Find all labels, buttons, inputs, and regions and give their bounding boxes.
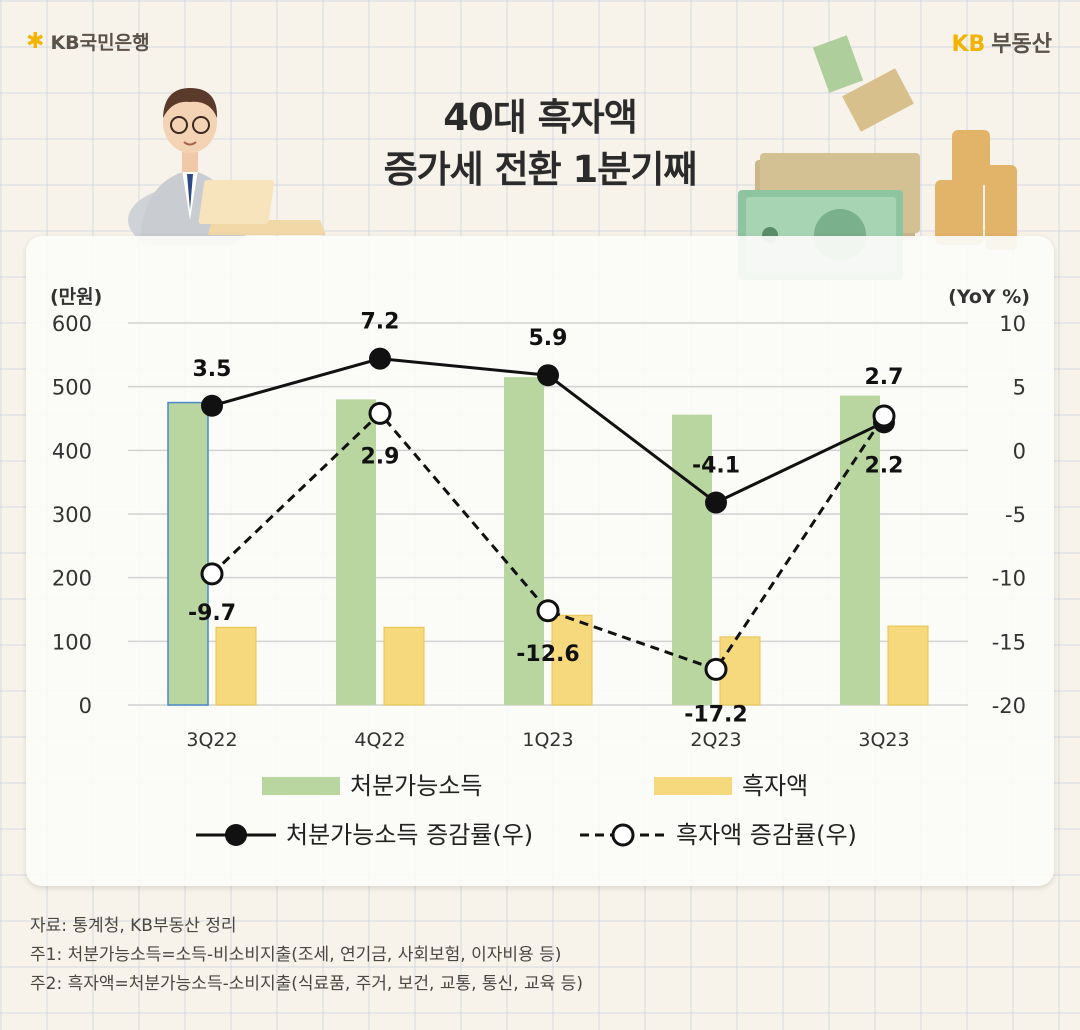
point-surplus-growth [368,401,392,425]
label-income-growth: -4.1 [692,454,740,479]
label-surplus-growth: 2.9 [361,444,400,469]
point-surplus-growth [704,657,728,681]
page-title: 40대 흑자액 증가세 전환 1분기째 [300,92,780,196]
footnote-1: 주1: 처분가능소득=소득-비소비지출(조세, 연기금, 사회보험, 이자비용 … [30,945,562,965]
line-surplus-growth [210,411,886,672]
point-surplus-growth [200,562,224,586]
y-left-tick-label: 200 [52,567,92,591]
legend-label-disposable: 처분가능소득 [350,772,482,800]
footnote-source: 자료: 통계청, KB부동산 정리 [30,916,237,936]
label-income-growth: 2.2 [865,453,904,478]
y-right-tick-label: 5 [1013,376,1026,400]
legend-label-surplus: 흑자액 [742,772,808,800]
businessman-illustration [128,88,326,245]
y-right-tick-label: -15 [992,630,1026,654]
title-line-1: 40대 흑자액 [443,96,638,139]
bar-disposable-income [504,377,544,705]
kb-star-icon: ✱ [26,29,45,54]
label-income-growth: 5.9 [529,326,568,351]
point-surplus-growth [536,599,560,623]
footnote-2: 주2: 흑자액=처분가능소득-소비지출(식료품, 주거, 보건, 교통, 통신,… [30,974,583,994]
y-left-tick-label: 0 [79,694,92,718]
bar-disposable-income [336,399,376,705]
bar-disposable-income [840,395,880,705]
label-surplus-growth: -17.2 [684,702,747,727]
y-left-tick-label: 100 [52,630,92,654]
y-left-axis-label: (만원) [50,286,102,308]
y-right-tick-label: -5 [1005,503,1026,527]
x-tick-label: 3Q22 [186,729,237,751]
legend-label-income-growth: 처분가능소득 증감률(우) [286,821,533,849]
x-tick-label: 4Q22 [354,729,405,751]
label-surplus-growth: 2.7 [865,365,904,390]
label-income-growth: 3.5 [193,357,232,382]
footnotes: 자료: 통계청, KB부동산 정리 주1: 처분가능소득=소득-비소비지출(조세… [30,912,583,999]
x-tick-label: 2Q23 [690,729,741,751]
label-surplus-growth: -9.7 [188,601,236,626]
y-right-tick-label: -20 [992,694,1026,718]
legend-label-surplus-growth: 흑자액 증감률(우) [676,821,857,849]
y-left-tick-label: 400 [52,439,92,463]
title-line-2: 증가세 전환 1분기째 [383,148,698,191]
point-income-growth [201,394,223,417]
point-income-growth [537,364,559,387]
y-left-tick-label: 600 [52,312,92,336]
brand-kb: KB [951,32,986,57]
y-left-tick-label: 300 [52,503,92,527]
legend-marker-income [225,824,247,846]
legend-swatch-surplus [654,777,732,795]
y-right-tick-label: 0 [1013,439,1026,463]
bar-disposable-income [672,414,712,705]
x-tick-label: 3Q23 [858,729,909,751]
point-income-growth [369,347,391,370]
y-right-axis-label: (YoY %) [948,286,1030,308]
kb-bank-logo: ✱ KB국민은행 [26,28,150,55]
bank-logo-text: KB국민은행 [50,32,150,54]
label-income-growth: 7.2 [361,310,400,335]
bar-surplus [551,614,593,706]
y-right-tick-label: -10 [992,567,1026,591]
x-tick-label: 1Q23 [522,729,573,751]
y-right-tick-label: 10 [999,312,1026,336]
brand-suffix: 부동산 [991,32,1052,57]
point-income-growth [705,491,727,514]
bar-surplus [383,626,425,706]
bar-disposable-income [167,401,209,706]
legend-marker-surplus [611,823,635,847]
point-surplus-growth [872,404,896,428]
banknote-illustration [738,35,1017,280]
bar-surplus [215,626,257,706]
kb-realestate-logo: KB 부동산 [951,26,1052,58]
label-surplus-growth: -12.6 [516,642,579,667]
legend-swatch-disposable [262,777,340,795]
y-left-tick-label: 500 [52,376,92,400]
bar-surplus [887,625,929,706]
